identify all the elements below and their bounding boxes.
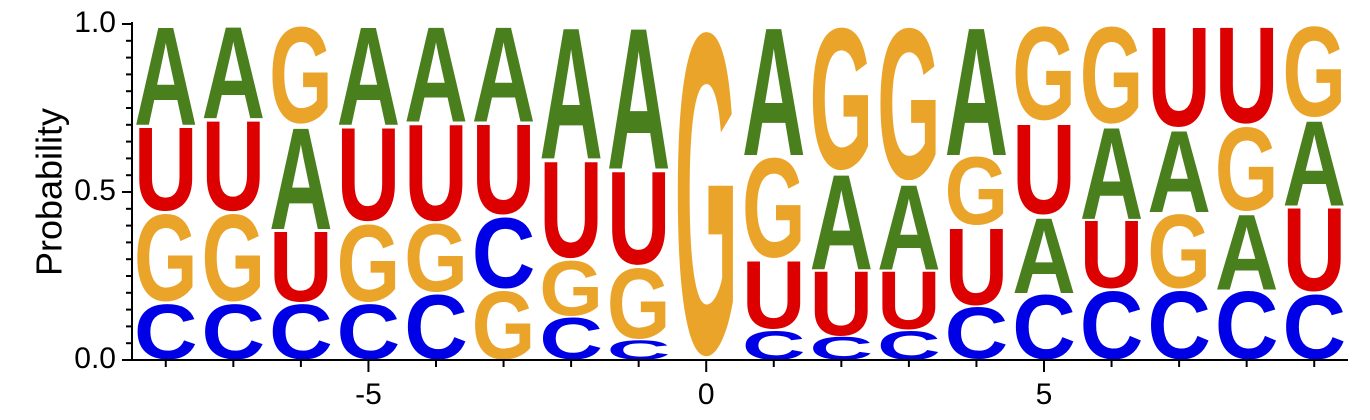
logo-letter-g: G [539, 245, 603, 332]
logo-letter-a: A [607, 0, 671, 211]
logo-letter-u: U [539, 134, 603, 286]
logo-letter-g: G [337, 201, 401, 325]
logo-letter-u: U [810, 253, 874, 355]
logo-letter-u: U [607, 143, 671, 292]
logo-letter-a: A [1012, 195, 1076, 316]
logo-letter-g: G [1147, 193, 1211, 310]
logo-letter-g: G [877, 0, 941, 224]
logo-letter-g: G [607, 248, 671, 360]
logo-letter-u: U [1080, 201, 1144, 308]
logo-letter-a: A [269, 98, 333, 260]
logo-letter-a: A [404, 0, 468, 151]
logo-letter-u: U [742, 241, 806, 348]
logo-letter-u: U [404, 97, 468, 249]
logo-letter-u: U [1012, 98, 1076, 241]
logo-letter-a: A [202, 0, 266, 146]
logo-letter-u: U [1215, 0, 1279, 152]
axes: 0.0 0.5 1.0 -5 0 5 [74, 6, 1348, 411]
logo-letter-u: U [472, 98, 536, 241]
logo-letter-a: A [742, 0, 806, 195]
logo-letter-g: G [202, 190, 266, 328]
x-tick-label: 0 [698, 378, 715, 411]
logo-letter-u: U [269, 211, 333, 324]
logo-letter-u: U [1282, 184, 1346, 317]
logo-letter-a: A [134, 0, 198, 155]
logo-letter-g: G [945, 137, 1009, 245]
logo-letter-a: A [1147, 106, 1211, 237]
logo-letter-a: A [810, 147, 874, 299]
logo-letter-c: C [472, 197, 536, 310]
logo-letter-a: A [945, 0, 1009, 195]
y-tick-label: 0.0 [74, 342, 116, 375]
logo-letter-a: A [877, 159, 941, 295]
logo-letter-u: U [337, 100, 401, 249]
logo-letter-g: G [1282, 0, 1346, 143]
logo-letter-a: A [539, 0, 603, 199]
logo-letter-g: G [134, 190, 198, 328]
logo-letter-u: U [945, 206, 1009, 329]
logo-letter-a: A [1080, 100, 1144, 247]
logo-letter-g: G [269, 0, 333, 151]
logo-letter-g: G [810, 0, 874, 211]
x-tick-label: 5 [1036, 378, 1053, 411]
logo-letter-g: G [742, 128, 806, 287]
y-axis-label: Probability [29, 108, 70, 276]
logo-letter-u: U [202, 94, 266, 237]
logo-letter-a: A [337, 0, 401, 155]
logo-letter-g: G [1215, 103, 1279, 236]
logo-letter-g: G [404, 204, 468, 312]
logo-letter-a: A [472, 0, 536, 151]
logo-letter-u: U [1147, 0, 1211, 157]
logo-letter-u: U [877, 255, 941, 347]
logo-letter-g: G [1012, 0, 1076, 148]
x-tick-label: -5 [355, 378, 382, 411]
logo-letter-a: A [1215, 192, 1279, 313]
y-tick-label: 1.0 [74, 6, 116, 39]
logo-letter-u: U [134, 103, 198, 236]
logo-letter-g: G [1080, 0, 1144, 151]
logo-letter-g: G [674, 0, 738, 420]
logo-letter-a: A [1282, 95, 1346, 231]
y-tick-label: 0.5 [74, 174, 116, 207]
